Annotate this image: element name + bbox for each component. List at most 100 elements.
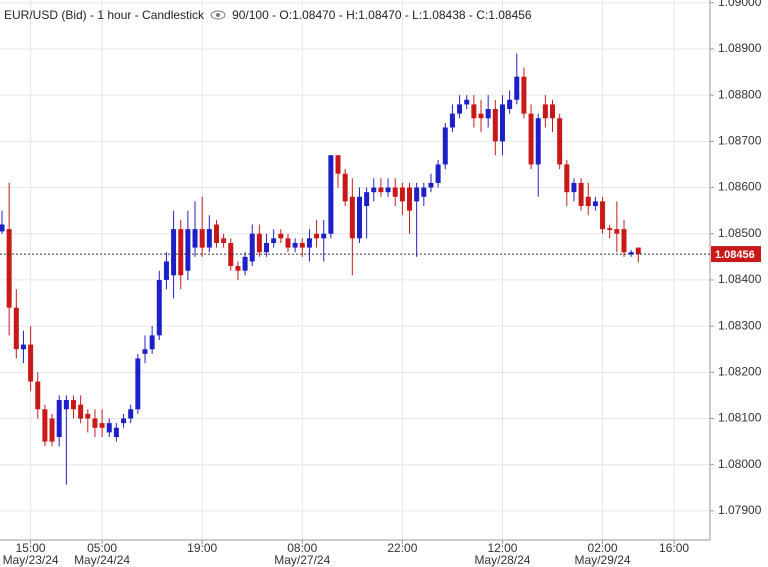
y-tick-label: 1.08700 bbox=[718, 134, 762, 148]
candle-body bbox=[206, 229, 212, 248]
candle-body bbox=[600, 201, 606, 230]
candle-body bbox=[278, 233, 284, 239]
candle-body bbox=[585, 196, 591, 207]
candle-body bbox=[256, 233, 262, 253]
candle-body bbox=[535, 118, 541, 165]
y-tick-label: 1.08600 bbox=[718, 180, 762, 194]
x-date-label: May/28/24 bbox=[474, 553, 530, 567]
x-tick-label: 22:00 bbox=[387, 541, 417, 555]
chart-header: EUR/USD (Bid) - 1 hour - Candlestick 90/… bbox=[4, 8, 532, 22]
y-tick-label: 1.08500 bbox=[718, 226, 762, 240]
candle-body bbox=[557, 118, 563, 165]
candle-body bbox=[121, 418, 127, 424]
candle-body bbox=[163, 261, 169, 280]
candle-body bbox=[92, 418, 98, 428]
candle-body bbox=[578, 182, 584, 207]
candle-body bbox=[407, 187, 413, 211]
candle-body bbox=[635, 247, 641, 255]
candle-body bbox=[285, 238, 291, 248]
candle-body bbox=[328, 155, 334, 234]
candle-body bbox=[385, 187, 391, 193]
candle-body bbox=[142, 349, 148, 354]
last-price-box bbox=[711, 246, 761, 263]
candle-body bbox=[349, 196, 355, 239]
candle-body bbox=[321, 233, 327, 239]
candle-body bbox=[564, 164, 570, 193]
x-date-label: May/24/24 bbox=[74, 553, 130, 567]
candle-body bbox=[199, 229, 205, 248]
x-date-label: May/29/24 bbox=[575, 553, 631, 567]
candle-body bbox=[628, 252, 634, 255]
candle-body bbox=[135, 358, 141, 410]
candle-body bbox=[314, 233, 320, 239]
candle-body bbox=[185, 229, 191, 271]
y-tick-label: 1.08000 bbox=[718, 457, 762, 471]
candle-body bbox=[156, 279, 162, 336]
y-tick-label: 1.08200 bbox=[718, 364, 762, 378]
candle-body bbox=[292, 242, 298, 248]
candle-body bbox=[49, 418, 55, 442]
candle-body bbox=[414, 187, 420, 202]
x-tick-label: 02:00 bbox=[588, 541, 618, 555]
candle-body bbox=[6, 229, 12, 308]
candle-body bbox=[356, 196, 362, 239]
candle-body bbox=[435, 164, 441, 183]
x-tick-label: 12:00 bbox=[487, 541, 517, 555]
x-tick-label: 16:00 bbox=[659, 541, 689, 555]
y-tick-label: 1.08300 bbox=[718, 318, 762, 332]
y-tick-label: 1.08100 bbox=[718, 411, 762, 425]
eye-icon[interactable] bbox=[210, 10, 226, 20]
candle-body bbox=[371, 187, 377, 193]
candle-body bbox=[499, 104, 505, 142]
candle-body bbox=[113, 427, 119, 437]
y-tick-label: 1.09000 bbox=[718, 0, 762, 9]
x-tick-label: 19:00 bbox=[187, 541, 217, 555]
candle-body bbox=[550, 104, 556, 119]
y-tick-label: 1.07900 bbox=[718, 503, 762, 517]
candle-body bbox=[235, 266, 241, 271]
candle-body bbox=[42, 409, 48, 442]
candle-body bbox=[421, 187, 427, 197]
candle-body bbox=[249, 233, 255, 262]
candle-body bbox=[213, 224, 219, 243]
candle-body bbox=[192, 229, 198, 248]
candle-body bbox=[13, 307, 19, 350]
candle-body bbox=[592, 201, 598, 207]
candle-body bbox=[528, 113, 534, 165]
candle-body bbox=[63, 400, 69, 410]
candle-body bbox=[399, 187, 405, 202]
y-tick-label: 1.08900 bbox=[718, 41, 762, 55]
candle-body bbox=[442, 127, 448, 165]
candle-body bbox=[428, 182, 434, 188]
candle-body bbox=[56, 400, 62, 437]
candle-body bbox=[306, 238, 312, 248]
candle-body bbox=[478, 113, 484, 119]
chart-title: EUR/USD (Bid) - 1 hour - Candlestick bbox=[4, 8, 205, 22]
candle-body bbox=[449, 113, 455, 128]
y-tick-label: 1.08800 bbox=[718, 87, 762, 101]
candle-body bbox=[492, 109, 498, 142]
candle-body bbox=[99, 423, 105, 428]
y-tick-label: 1.08400 bbox=[718, 272, 762, 286]
candle-body bbox=[378, 187, 384, 193]
candle-body bbox=[514, 76, 520, 100]
candle-body bbox=[228, 242, 234, 267]
candle-body bbox=[85, 413, 91, 419]
candle-body bbox=[171, 229, 177, 276]
candle-body bbox=[607, 228, 613, 231]
candle-body bbox=[0, 224, 5, 232]
candle-body bbox=[128, 409, 134, 419]
candle-body bbox=[364, 192, 370, 207]
candle-body bbox=[242, 256, 248, 271]
candle-body bbox=[70, 400, 76, 410]
candle-body bbox=[542, 104, 548, 119]
candle-body bbox=[392, 187, 398, 197]
candle-body bbox=[271, 238, 277, 243]
candle-body bbox=[521, 76, 527, 114]
candle-body bbox=[471, 104, 477, 119]
chart-info: 90/100 - O:1.08470 - H:1.08470 - L:1.084… bbox=[232, 8, 532, 22]
candle-body bbox=[507, 99, 513, 110]
candle-body bbox=[20, 344, 26, 350]
